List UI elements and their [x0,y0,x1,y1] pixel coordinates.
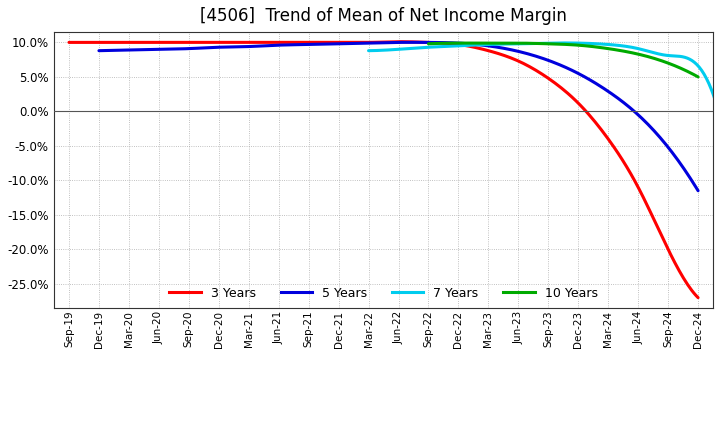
Title: [4506]  Trend of Mean of Net Income Margin: [4506] Trend of Mean of Net Income Margi… [200,7,567,25]
Legend: 3 Years, 5 Years, 7 Years, 10 Years: 3 Years, 5 Years, 7 Years, 10 Years [164,282,603,304]
